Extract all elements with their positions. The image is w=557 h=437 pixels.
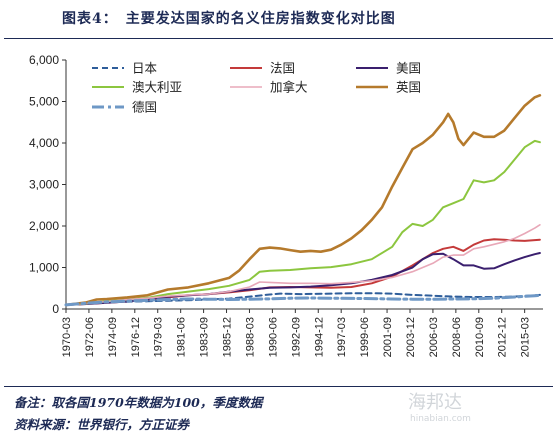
x-tick-label: 1990-06 [267,317,279,357]
chart-container: 0 1,000 2,000 3,000 4,000 5,000 6,000 1970-03 19… [0,40,557,385]
x-tick-label: 2001-09 [382,317,394,357]
y-tick-label: 0 [52,302,59,316]
y-tick-label: 4,000 [29,136,59,150]
x-tick-label: 1985-12 [222,317,234,357]
x-tick-label: 1976-12 [130,317,142,357]
figure-header: 图表4： 主要发达国家的名义住房指数变化对比图 [0,0,557,36]
figure-title-text: 主要发达国家的名义住房指数变化对比图 [125,11,396,27]
footnote: 备注：取各国1970年数据为100，季度数据 [14,395,263,410]
legend-label-6: 德国 [132,100,157,115]
legend-label-0: 日本 [132,62,158,76]
figure-label: 图表4： [62,11,111,27]
legend-label-5: 英国 [396,81,421,95]
series-line-4 [65,224,541,306]
x-tick-label: 1994-12 [313,317,325,357]
y-tick-label: 5,000 [29,95,59,109]
series-line-3 [65,139,541,306]
legend-label-4: 加拿大 [270,80,308,95]
watermark-text: 海邦达 [408,392,462,413]
watermark-logo: 海邦达 hinabian.com [408,386,548,434]
y-tick-label: 6,000 [29,53,59,67]
x-tick-label: 2006-03 [428,317,440,357]
x-tick-label: 1983-09 [199,317,211,357]
x-tick-label: 2012-12 [497,317,509,357]
x-tick-label: 1981-06 [176,317,188,357]
source-note: 资料来源：世界银行，方正证券 [14,417,190,432]
legend-label-2: 美国 [396,62,421,76]
x-tick-label: 1992-09 [290,317,302,357]
title-divider [4,38,553,39]
x-tick-label: 1979-03 [153,317,165,357]
x-tick-label: 1988-03 [244,317,256,357]
y-tick-label: 2,000 [29,219,59,233]
x-tick-label: 2010-09 [474,317,486,357]
series-line-6 [64,293,542,307]
x-tick-label: 1974-09 [107,317,119,357]
footer-divider [4,386,553,387]
x-tick-label: 2015-03 [520,317,532,357]
x-tick-label: 1972-06 [84,317,96,357]
series-line-1 [65,238,541,306]
y-tick-label: 3,000 [29,178,59,192]
line-chart: 0 1,000 2,000 3,000 4,000 5,000 6,000 1970-03 19… [29,53,543,357]
x-tick-label: 1999-06 [359,317,371,357]
series-line-0 [65,292,541,306]
series-line-5 [64,94,542,307]
x-tick-label: 2003-12 [405,317,417,357]
x-tick-label: 1970-03 [61,317,73,357]
x-tick-label: 2008-06 [451,317,463,357]
watermark-url: hinabian.com [410,414,471,424]
figure-title: 图表4： 主要发达国家的名义住房指数变化对比图 [62,8,396,28]
y-tick-label: 1,000 [29,261,59,275]
legend-label-1: 法国 [270,62,295,76]
x-tick-label: 1997-03 [336,317,348,357]
legend-label-3: 澳大利亚 [132,81,182,95]
